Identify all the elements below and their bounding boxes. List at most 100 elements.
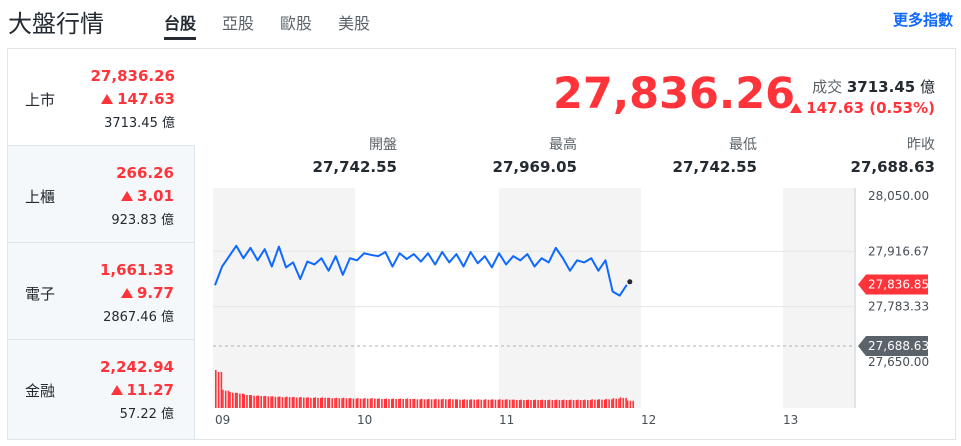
volume-bar xyxy=(473,399,475,408)
more-indices-link[interactable]: 更多指數 xyxy=(892,11,953,29)
volume-bar xyxy=(565,400,568,408)
volume-bar xyxy=(398,398,400,408)
stat-label: 最高 xyxy=(549,137,577,153)
current-price-tag: 27,836.85 xyxy=(868,277,929,291)
volume-bar xyxy=(383,398,386,408)
index-list: 上市 27,836.26 147.63 3713.45 億 上櫃 266.26 … xyxy=(8,49,195,439)
volume-bar xyxy=(530,400,532,408)
volume-bar xyxy=(357,398,359,408)
volume-bar xyxy=(392,398,395,408)
volume-bar xyxy=(293,396,295,408)
volume-bar xyxy=(518,400,521,408)
volume-bar xyxy=(362,398,365,408)
volume-bar xyxy=(594,399,596,408)
index-item-finance[interactable]: 金融 2,242.94 11.27 57.22 億 xyxy=(8,340,195,439)
volume-bar xyxy=(619,397,622,408)
volume-bar xyxy=(430,399,433,408)
volume-bar xyxy=(303,397,305,408)
volume-bar xyxy=(388,398,390,408)
volume-bar xyxy=(364,398,366,408)
price-change-value: 147.63 (0.53%) xyxy=(806,99,935,117)
volume-bar xyxy=(469,399,471,408)
volume-bar xyxy=(525,400,528,408)
volume-bar xyxy=(611,399,613,408)
price-change: 147.63 (0.53%) xyxy=(790,99,935,117)
volume-bar xyxy=(215,370,217,408)
volume-bar xyxy=(554,400,556,408)
volume-bar xyxy=(257,395,260,408)
volume-bar xyxy=(327,397,329,408)
hour-band xyxy=(213,188,355,408)
volume-bar xyxy=(402,398,404,408)
volume-bar xyxy=(349,398,352,408)
turnover-unit: 億 xyxy=(919,78,935,96)
volume-bar xyxy=(234,392,237,408)
volume-bar xyxy=(562,399,565,408)
current-price-tag-bg xyxy=(858,274,928,295)
volume-bar xyxy=(466,399,468,408)
volume-bar xyxy=(359,398,362,408)
volume-bar xyxy=(541,399,544,408)
up-arrow-icon xyxy=(101,94,114,104)
volume-bar xyxy=(338,398,341,408)
index-value: 27,836.26 xyxy=(90,67,175,85)
tab-tw[interactable]: 台股 xyxy=(164,8,197,40)
index-item-listed[interactable]: 上市 27,836.26 147.63 3713.45 億 xyxy=(8,49,195,146)
volume-bar xyxy=(452,399,454,408)
volume-bar xyxy=(494,399,497,408)
volume-bar xyxy=(281,397,284,408)
stat-high: 最高 27,969.05 xyxy=(493,134,577,176)
volume-bar xyxy=(598,399,600,408)
volume-bar xyxy=(433,399,436,408)
volume-bar xyxy=(622,397,625,408)
volume-bar xyxy=(399,398,402,408)
volume-bar xyxy=(419,399,421,408)
volume-bar xyxy=(544,400,546,408)
y-tick-label: 27,650.00 xyxy=(868,355,929,369)
volume-bar xyxy=(232,392,234,408)
index-value: 2,242.94 xyxy=(99,358,174,376)
prev-close-tag: 27,688.63 xyxy=(868,339,929,353)
up-arrow-icon xyxy=(120,191,133,201)
tab-us[interactable]: 美股 xyxy=(338,14,371,33)
volume-bar xyxy=(256,395,258,408)
tab-europe[interactable]: 歐股 xyxy=(280,14,313,33)
volume-bar xyxy=(412,398,414,408)
volume-bar xyxy=(371,398,373,408)
market-card: 上市 27,836.26 147.63 3713.45 億 上櫃 266.26 … xyxy=(7,48,956,440)
x-tick-label: 10 xyxy=(357,413,372,427)
stat-label: 昨收 xyxy=(907,137,935,153)
volume-bar xyxy=(454,399,457,408)
volume-bar xyxy=(508,399,511,408)
volume-bar xyxy=(320,397,322,408)
volume-bar xyxy=(591,399,593,408)
volume-bar xyxy=(426,399,429,408)
volume-bar xyxy=(626,400,629,408)
index-item-electronics[interactable]: 電子 1,661.33 9.77 2867.46 億 xyxy=(8,243,195,340)
current-price: 27,836.26 xyxy=(553,69,796,119)
volume-bar xyxy=(579,400,582,408)
volume-bar xyxy=(608,399,610,408)
volume-bar xyxy=(300,396,302,408)
volume-bar xyxy=(246,395,248,408)
index-name: 金融 xyxy=(25,382,56,400)
volume-bar xyxy=(596,399,599,408)
index-item-otc[interactable]: 上櫃 266.26 3.01 923.83 億 xyxy=(8,146,195,243)
volume-bar xyxy=(355,398,358,408)
volume-bar xyxy=(490,399,492,408)
volume-bar xyxy=(236,392,238,408)
volume-bar xyxy=(423,399,426,408)
volume-bar xyxy=(307,397,309,408)
volume-bar xyxy=(632,400,634,408)
volume-bar xyxy=(328,397,331,408)
volume-bar xyxy=(561,400,563,408)
volume-bar xyxy=(577,399,579,408)
tab-asia[interactable]: 亞股 xyxy=(222,14,255,33)
up-arrow-icon xyxy=(790,103,803,113)
volume-bar xyxy=(331,398,333,408)
index-change-value: 3.01 xyxy=(136,187,174,205)
volume-bar xyxy=(558,400,561,408)
volume-bar xyxy=(298,397,301,408)
volume-bar xyxy=(406,398,409,408)
